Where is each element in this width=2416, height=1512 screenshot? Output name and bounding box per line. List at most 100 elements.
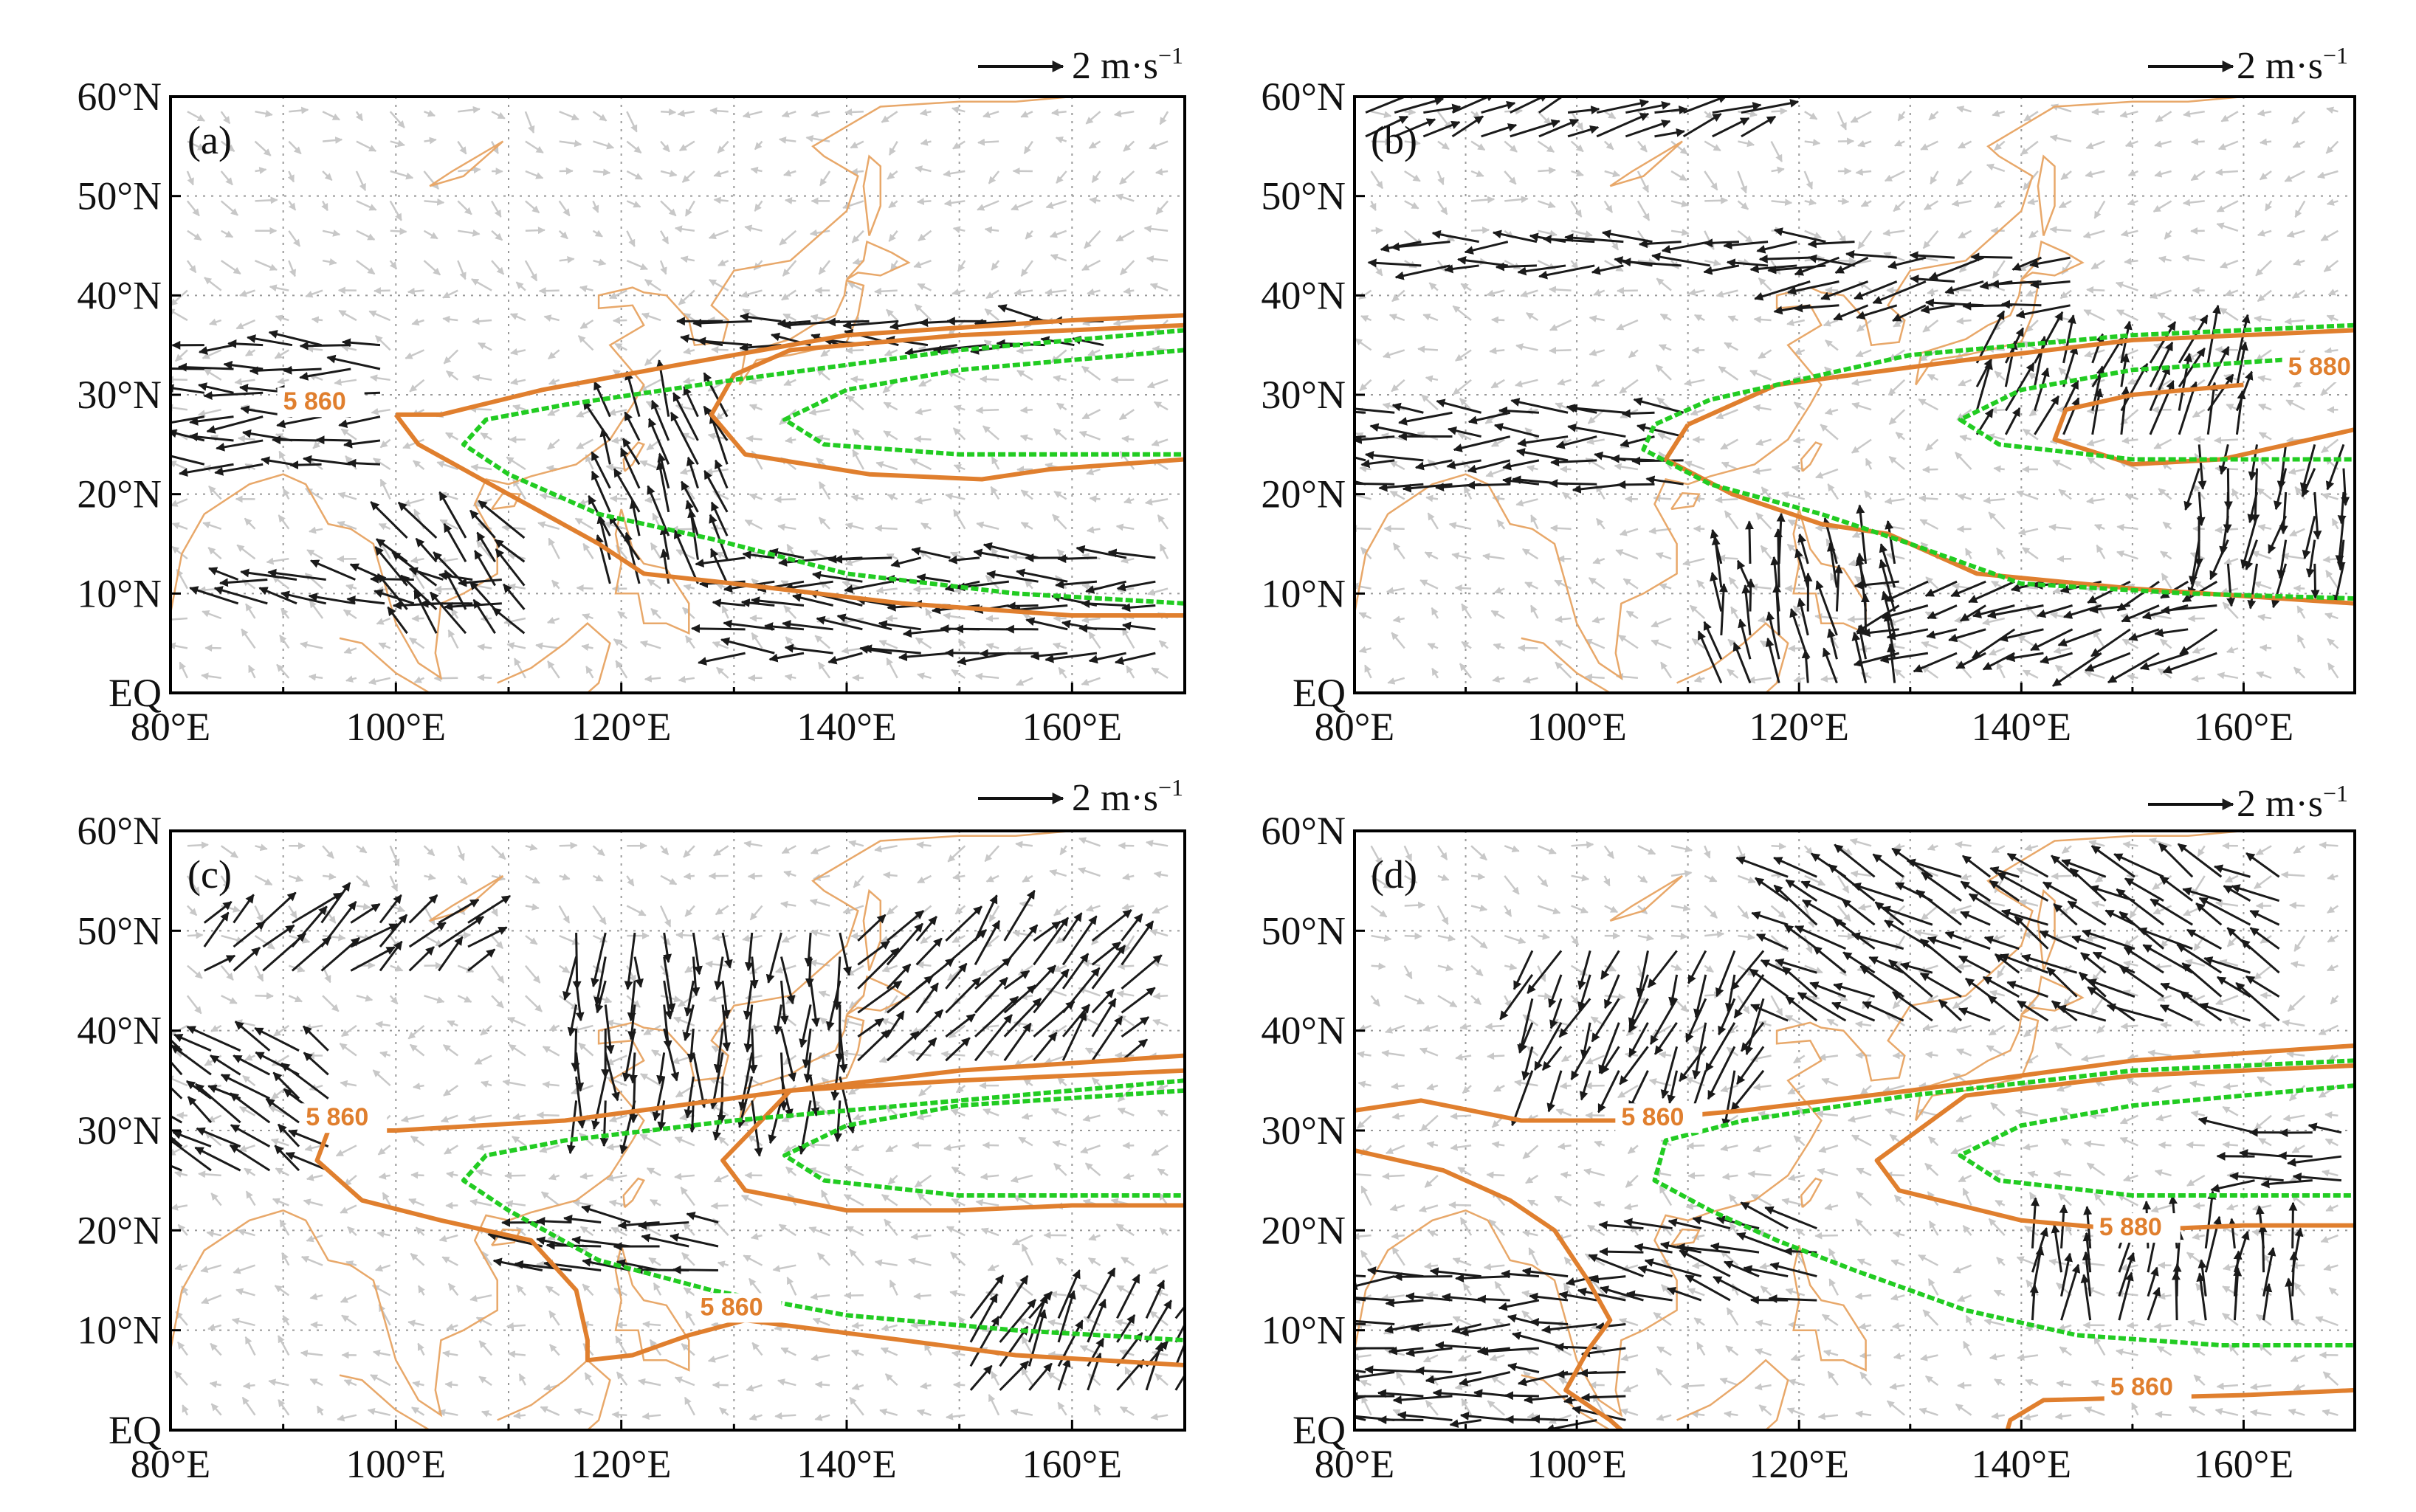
wind-vector-strong (782, 620, 833, 631)
contour-labels: 5 860 (277, 387, 365, 418)
wind-vector-strong (206, 415, 264, 434)
wind-vector-weak (1359, 379, 1372, 392)
wind-vector-weak (1988, 647, 2006, 656)
wind-vector-weak (401, 1114, 424, 1123)
y-tick-label: 20°N (1261, 1208, 1346, 1252)
y-tick-label: EQ (109, 671, 162, 715)
wind-vector-weak (579, 1226, 594, 1237)
wind-vector-weak (2292, 140, 2305, 148)
wind-vector-strong (1394, 264, 1450, 280)
wind-vector-strong (932, 344, 987, 354)
wind-vector-weak (1988, 1218, 2006, 1236)
wind-vector-weak (1053, 428, 1067, 441)
wind-vector-weak (2189, 1406, 2206, 1416)
wind-vector-weak (1120, 1406, 1135, 1416)
wind-vector-weak (951, 669, 966, 679)
wind-vector-weak (1704, 111, 1713, 120)
wind-vector-weak (2152, 200, 2172, 213)
wind-vector-weak (512, 1113, 526, 1121)
wind-vector-strong (1493, 423, 1540, 438)
wind-vector-weak (2216, 200, 2239, 213)
wind-vector-weak (187, 111, 205, 122)
wind-vector-strong (1851, 883, 1904, 902)
wind-vector-strong (1938, 999, 1963, 1022)
wind-vector-weak (1588, 577, 1605, 590)
wind-vector-strong (826, 317, 870, 327)
wind-vector-weak (2023, 111, 2039, 122)
wind-vector-weak (1749, 370, 1772, 381)
wind-vector-weak (1515, 379, 1538, 387)
wind-vector-weak (1121, 1256, 1135, 1266)
wind-vector-weak (2058, 489, 2072, 500)
coastline (738, 279, 865, 386)
wind-vector-strong (1567, 106, 1600, 114)
wind-vector-weak (1149, 928, 1169, 937)
wind-vector-weak (1704, 905, 1718, 919)
wind-vector-weak (982, 1142, 999, 1150)
wind-vector-weak (1359, 1379, 1372, 1387)
wind-vector-weak (276, 663, 290, 679)
wind-vector-weak (582, 542, 594, 559)
wind-vector-weak (2091, 108, 2105, 116)
wind-vector-strong (2287, 1155, 2342, 1167)
wind-vector-weak (2153, 1322, 2172, 1330)
wind-vector-weak (2251, 550, 2272, 560)
wind-vector-weak (2123, 960, 2138, 968)
wind-vector-strong (748, 1028, 758, 1074)
wind-vector-weak (174, 1263, 188, 1271)
wind-vector-weak (1115, 193, 1135, 202)
wind-vector-weak (1818, 1053, 1839, 1061)
wind-vector-weak (1918, 1254, 1939, 1266)
wind-vector-weak (1010, 1174, 1033, 1184)
wind-vector-strong (1596, 99, 1649, 114)
wind-vector-weak (2082, 229, 2105, 239)
wind-vector-weak (810, 845, 830, 855)
wind-vector-strong (280, 590, 327, 605)
wind-vector-weak (1989, 990, 2006, 998)
wind-vector-weak (2024, 843, 2039, 852)
contour-orange (1355, 1043, 2355, 1123)
wind-vector-weak (2254, 874, 2272, 890)
wind-vector-weak (491, 845, 506, 860)
wind-vector-weak (660, 200, 677, 217)
wind-vector-weak (1620, 1408, 1639, 1416)
wind-vector-weak (1450, 1143, 1472, 1151)
wind-vector-strong (376, 573, 408, 610)
wind-vector-strong (2149, 379, 2175, 435)
wind-vector-weak (2060, 170, 2072, 181)
wind-vector-weak (1770, 935, 1789, 953)
wind-vector-weak (1391, 632, 1405, 649)
wind-vector-weak (2250, 1383, 2272, 1391)
wind-vector-weak (782, 260, 797, 277)
wind-vector-weak (1493, 1085, 1505, 1092)
wind-vector-strong (1091, 941, 1121, 966)
wind-vector-strong (973, 548, 1010, 559)
wind-vector-weak (747, 872, 763, 880)
wind-vector-weak (2093, 524, 2105, 531)
wind-vector-weak (977, 200, 999, 211)
wind-vector-weak (1994, 200, 2006, 209)
wind-vector-weak (1459, 1217, 1473, 1236)
wind-vector-weak (2322, 1371, 2339, 1387)
wind-vector-weak (244, 517, 256, 530)
wind-vector-weak (1560, 1171, 1572, 1179)
wind-vector-weak (371, 407, 390, 415)
wind-vector-strong (1028, 1362, 1053, 1391)
wind-vector-weak (506, 1322, 526, 1330)
wind-vector-weak (546, 617, 560, 624)
wind-vector-weak (341, 1024, 357, 1038)
wind-vector-weak (436, 460, 458, 471)
wind-vector-strong (171, 1136, 212, 1172)
wind-vector-strong (710, 501, 729, 536)
wind-vector-strong (1364, 1365, 1424, 1375)
wind-vector-strong (969, 1364, 993, 1391)
wind-vector-weak (2193, 1374, 2206, 1387)
wind-vector-weak (1050, 349, 1067, 364)
wind-vector-weak (1787, 1173, 1806, 1181)
wind-vector-weak (506, 456, 526, 471)
wind-vector-strong (1355, 1319, 1395, 1326)
wind-vector-weak (2086, 286, 2105, 294)
wind-vector-weak (2258, 1021, 2272, 1029)
wind-vector-weak (1922, 230, 1939, 249)
